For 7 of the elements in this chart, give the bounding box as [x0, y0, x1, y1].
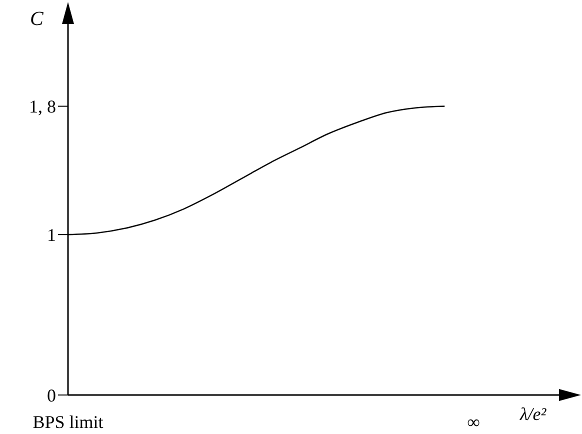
y-tick-label: 1, 8 — [29, 96, 56, 117]
x-tick-label: ∞ — [467, 412, 480, 432]
y-axis-title: C — [30, 8, 44, 31]
x-tick-label: BPS limit — [32, 412, 104, 432]
x-axis-title: λ/e² — [520, 404, 546, 425]
y-tick-label: 0 — [47, 385, 56, 406]
y-tick-label: 1 — [47, 224, 56, 245]
